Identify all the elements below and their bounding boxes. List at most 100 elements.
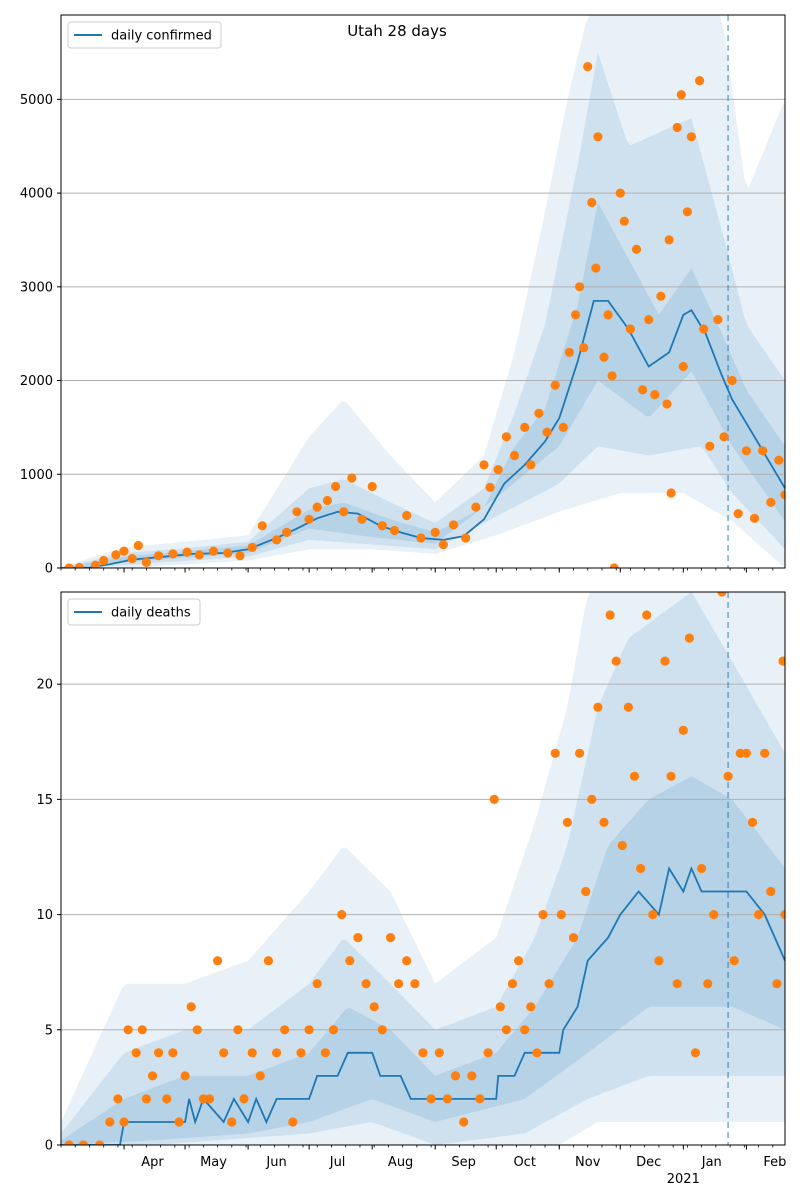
- deaths-x-ticks: Apr May Jun Jul Aug Sep Oct Nov Dec Jan Feb: [60, 1145, 786, 1170]
- confirmed-observed-point-68: [656, 291, 666, 301]
- deaths-observed-point-22: [227, 1117, 237, 1127]
- deaths-band-2: [61, 776, 785, 1145]
- deaths-observed-point-66: [556, 910, 566, 920]
- confirmed-observed-point-2: [91, 560, 101, 568]
- confirmed-ytick-label-3: 3000: [20, 280, 53, 295]
- deaths-observed-point-26: [255, 1071, 265, 1081]
- confirmed-observed-point-41: [501, 432, 511, 442]
- deaths-observed-point-96: [741, 748, 752, 758]
- confirmed-observed-point-19: [282, 527, 292, 538]
- xtick-label-9: Jan: [701, 1155, 722, 1170]
- deaths-observed-point-93: [723, 771, 733, 781]
- confirmed-ytick-label-5: 5000: [20, 93, 53, 108]
- deaths-observed-point-75: [611, 656, 621, 666]
- confirmed-observed-point-76: [686, 132, 697, 142]
- deaths-observed-point-4: [113, 1094, 123, 1104]
- deaths-y-ticks: 0 5 10 15 20: [36, 678, 61, 1154]
- confirmed-frame: [60, 14, 786, 569]
- confirmed-observed-point-43: [520, 422, 530, 432]
- deaths-band-1: [61, 592, 785, 1145]
- confirmed-observed-point-6: [127, 554, 137, 564]
- confirmed-observed-point-3: [99, 555, 109, 566]
- confirmed-observed-point-59: [607, 371, 617, 381]
- deaths-observed-point-92: [717, 592, 727, 597]
- deaths-observed-point-6: [123, 1025, 133, 1035]
- deaths-observed-point-76: [617, 840, 627, 851]
- confirmed-observed-point-60: [609, 563, 619, 568]
- deaths-observed-point-64: [544, 979, 554, 989]
- confirmed-observed-point-14: [223, 548, 233, 558]
- deaths-observed-point-62: [532, 1048, 542, 1058]
- confirmed-observed-point-11: [182, 547, 192, 557]
- confirmed-ytick-label-4: 4000: [20, 187, 53, 202]
- confirmed-observed-point-54: [587, 197, 597, 208]
- deaths-observed-point-40: [369, 1002, 379, 1012]
- deaths-observed-point-47: [426, 1094, 436, 1104]
- confirmed-observed-point-49: [564, 347, 575, 357]
- xtick-label-0: Apr: [141, 1155, 164, 1170]
- deaths-observed-point-79: [636, 863, 646, 874]
- confirmed-observed-point-31: [402, 510, 412, 521]
- confirmed-observed-point-8: [141, 557, 151, 568]
- deaths-observed-point-59: [514, 956, 524, 966]
- deaths-legend-box: [67, 598, 201, 626]
- confirmed-observed-point-32: [416, 533, 426, 543]
- deaths-observed-point-10: [147, 1071, 158, 1081]
- confirmed-observed-point-1: [74, 562, 84, 568]
- confirmed-observed-point-36: [461, 533, 471, 543]
- deaths-ytick-label-1: 5: [45, 1023, 53, 1038]
- deaths-observed-point-17: [192, 1025, 202, 1035]
- confirmed-observed-point-34: [438, 540, 448, 550]
- confirmed-observed-point-81: [719, 432, 729, 442]
- deaths-observed-point-58: [507, 979, 518, 989]
- deaths-ytick-label-2: 10: [36, 908, 53, 923]
- xtick-label-10: Feb: [763, 1155, 786, 1170]
- deaths-observed-point-38: [353, 933, 363, 943]
- confirmed-observed-point-88: [774, 455, 784, 465]
- confirmed-band-0: [61, 15, 785, 568]
- deaths-observed-point-19: [204, 1094, 215, 1104]
- deaths-observed-point-98: [754, 910, 764, 920]
- confirmed-observed-point-56: [593, 132, 603, 142]
- confirmed-observed-point-25: [339, 507, 349, 517]
- confirmed-observed-point-53: [583, 62, 593, 72]
- xtick-label-5: Sep: [451, 1155, 476, 1170]
- confirmed-observed-point-39: [485, 482, 495, 492]
- confirmed-observed-point-67: [650, 390, 660, 400]
- deaths-observed-point-37: [345, 956, 355, 966]
- deaths-observed-point-15: [180, 1071, 190, 1081]
- figure-title: Utah 28 days: [347, 22, 447, 40]
- deaths-observed-point-0: [64, 1140, 74, 1145]
- deaths-observed-point-101: [772, 979, 782, 989]
- deaths-observed-point-46: [418, 1048, 428, 1058]
- deaths-band-0: [61, 592, 785, 1145]
- deaths-observed-point-70: [581, 886, 591, 897]
- deaths-observed-point-68: [568, 933, 579, 943]
- deaths-observed-point-82: [654, 956, 664, 966]
- xtick-label-1: May: [200, 1155, 227, 1170]
- deaths-observed-point-33: [312, 979, 322, 989]
- deaths-observed-point-13: [168, 1048, 178, 1058]
- confirmed-legend-label: daily confirmed: [111, 29, 212, 44]
- deaths-observed-point-32: [304, 1025, 314, 1035]
- xtick-label-8: Dec: [636, 1155, 661, 1170]
- confirmed-observed-point-86: [758, 446, 768, 456]
- confirmed-observed-point-12: [194, 550, 204, 560]
- deaths-observed-point-11: [154, 1048, 164, 1058]
- deaths-observed-point-83: [660, 656, 670, 666]
- confirmed-ytick-label-2: 2000: [20, 374, 53, 389]
- deaths-observed-point-88: [690, 1048, 701, 1058]
- confirmed-observed-point-46: [542, 427, 552, 437]
- deaths-observed-point-35: [328, 1025, 339, 1035]
- confirmed-observed-point-29: [377, 521, 387, 531]
- confirmed-observed-point-35: [448, 520, 459, 530]
- deaths-observed-point-90: [703, 979, 713, 989]
- deaths-ytick-label-0: 0: [45, 1139, 53, 1154]
- deaths-observed-point-74: [605, 610, 615, 620]
- deaths-observed-point-53: [475, 1094, 485, 1104]
- confirmed-observed-points: [64, 62, 785, 568]
- deaths-observed-point-31: [296, 1048, 306, 1058]
- confirmed-observed-point-83: [733, 508, 743, 519]
